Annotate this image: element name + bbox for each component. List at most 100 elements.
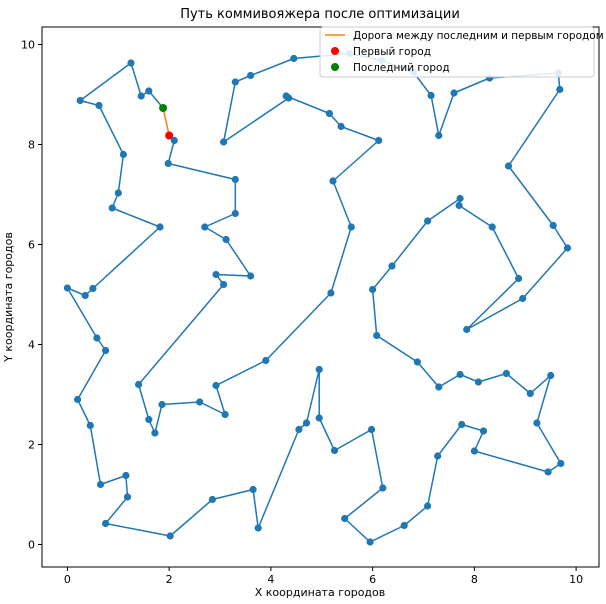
city-point-43 xyxy=(463,325,471,334)
city-point-72 xyxy=(330,446,339,455)
route-line xyxy=(66,52,569,543)
city-point-49 xyxy=(388,262,396,270)
city-point-62 xyxy=(470,447,478,455)
city-point-18 xyxy=(327,289,335,297)
legend-box xyxy=(319,26,595,78)
plot-area xyxy=(63,49,572,546)
city-point-4 xyxy=(231,209,239,218)
city-point-63 xyxy=(479,427,488,435)
city-point-65 xyxy=(434,452,442,460)
city-point-21 xyxy=(375,136,383,145)
first-city-marker xyxy=(165,131,174,140)
city-point-22 xyxy=(337,122,345,131)
city-point-57 xyxy=(526,389,534,398)
city-point-74 xyxy=(315,365,323,374)
x-tick-label-8: 8 xyxy=(471,573,478,586)
city-point-33 xyxy=(427,91,435,100)
x-axis-label: X координата городов xyxy=(255,586,386,599)
city-point-41 xyxy=(563,244,572,252)
city-point-3 xyxy=(231,175,239,184)
city-point-100 xyxy=(145,87,153,95)
city-point-68 xyxy=(366,538,374,546)
city-point-84 xyxy=(96,480,105,489)
city-point-89 xyxy=(63,284,71,292)
city-point-53 xyxy=(435,383,443,391)
city-point-60 xyxy=(557,459,565,468)
city-point-94 xyxy=(114,189,122,197)
y-tick-label-6: 6 xyxy=(28,239,35,252)
city-point-99 xyxy=(137,92,145,100)
y-tick-label-4: 4 xyxy=(28,339,35,352)
last-city-marker xyxy=(159,104,168,112)
city-point-91 xyxy=(89,284,97,293)
city-point-70 xyxy=(379,484,387,492)
city-point-7 xyxy=(247,272,255,280)
y-tick-label-8: 8 xyxy=(28,139,35,152)
x-tick-label-4: 4 xyxy=(267,573,274,586)
city-point-47 xyxy=(456,194,464,203)
city-point-58 xyxy=(547,371,555,380)
city-point-95 xyxy=(119,150,127,159)
city-point-64 xyxy=(458,420,466,429)
city-point-86 xyxy=(74,395,82,404)
city-point-93 xyxy=(108,204,116,212)
legend-label-closing-road: Дорога между последним и первым городом xyxy=(353,30,604,42)
city-point-13 xyxy=(158,400,166,409)
legend-marker-first-city xyxy=(331,47,339,55)
city-point-85 xyxy=(86,421,94,430)
city-point-90 xyxy=(81,291,89,300)
x-axis: 0 2 4 6 8 10 xyxy=(64,567,583,586)
city-point-83 xyxy=(122,471,130,480)
city-point-81 xyxy=(102,519,110,528)
city-point-28 xyxy=(247,71,255,80)
y-tick-label-2: 2 xyxy=(28,439,35,452)
city-point-38 xyxy=(556,85,564,94)
city-point-10 xyxy=(135,380,143,389)
city-point-51 xyxy=(373,331,381,340)
city-point-45 xyxy=(488,223,496,231)
city-point-6 xyxy=(222,235,230,244)
city-point-17 xyxy=(262,356,270,365)
city-point-50 xyxy=(369,285,377,294)
city-point-52 xyxy=(413,358,421,366)
city-point-77 xyxy=(254,524,262,532)
city-point-82 xyxy=(123,493,132,501)
y-tick-label-10: 10 xyxy=(21,39,35,52)
city-point-19 xyxy=(347,223,355,231)
city-point-97 xyxy=(76,96,84,105)
x-tick-label-0: 0 xyxy=(64,573,71,586)
city-point-67 xyxy=(400,521,408,530)
city-point-92 xyxy=(156,223,164,231)
city-point-75 xyxy=(302,419,311,427)
city-point-66 xyxy=(424,502,432,510)
city-point-23 xyxy=(325,109,333,118)
city-point-98 xyxy=(127,59,135,67)
city-point-11 xyxy=(145,415,153,424)
city-point-26 xyxy=(220,138,228,146)
city-point-88 xyxy=(93,334,101,342)
legend-marker-last-city xyxy=(331,63,339,71)
city-point-29 xyxy=(290,54,298,63)
y-axis-label: Y координата городов xyxy=(2,232,15,363)
legend: Дорога между последним и первым городом … xyxy=(319,26,604,78)
city-point-42 xyxy=(519,294,527,303)
city-point-12 xyxy=(151,429,159,437)
city-point-46 xyxy=(455,201,463,210)
city-point-54 xyxy=(456,370,464,379)
legend-label-last-city: Последний город xyxy=(353,62,450,74)
city-point-48 xyxy=(424,217,432,225)
city-point-59 xyxy=(533,419,541,427)
legend-label-first-city: Первый город xyxy=(353,46,431,58)
city-point-34 xyxy=(435,131,443,140)
city-point-96 xyxy=(95,101,103,110)
city-point-56 xyxy=(502,369,510,378)
city-point-1 xyxy=(170,136,178,145)
city-point-16 xyxy=(212,381,220,390)
city-point-55 xyxy=(474,378,482,386)
city-point-14 xyxy=(196,398,204,406)
city-point-9 xyxy=(220,280,228,289)
city-point-79 xyxy=(208,495,216,504)
city-point-8 xyxy=(212,270,220,279)
